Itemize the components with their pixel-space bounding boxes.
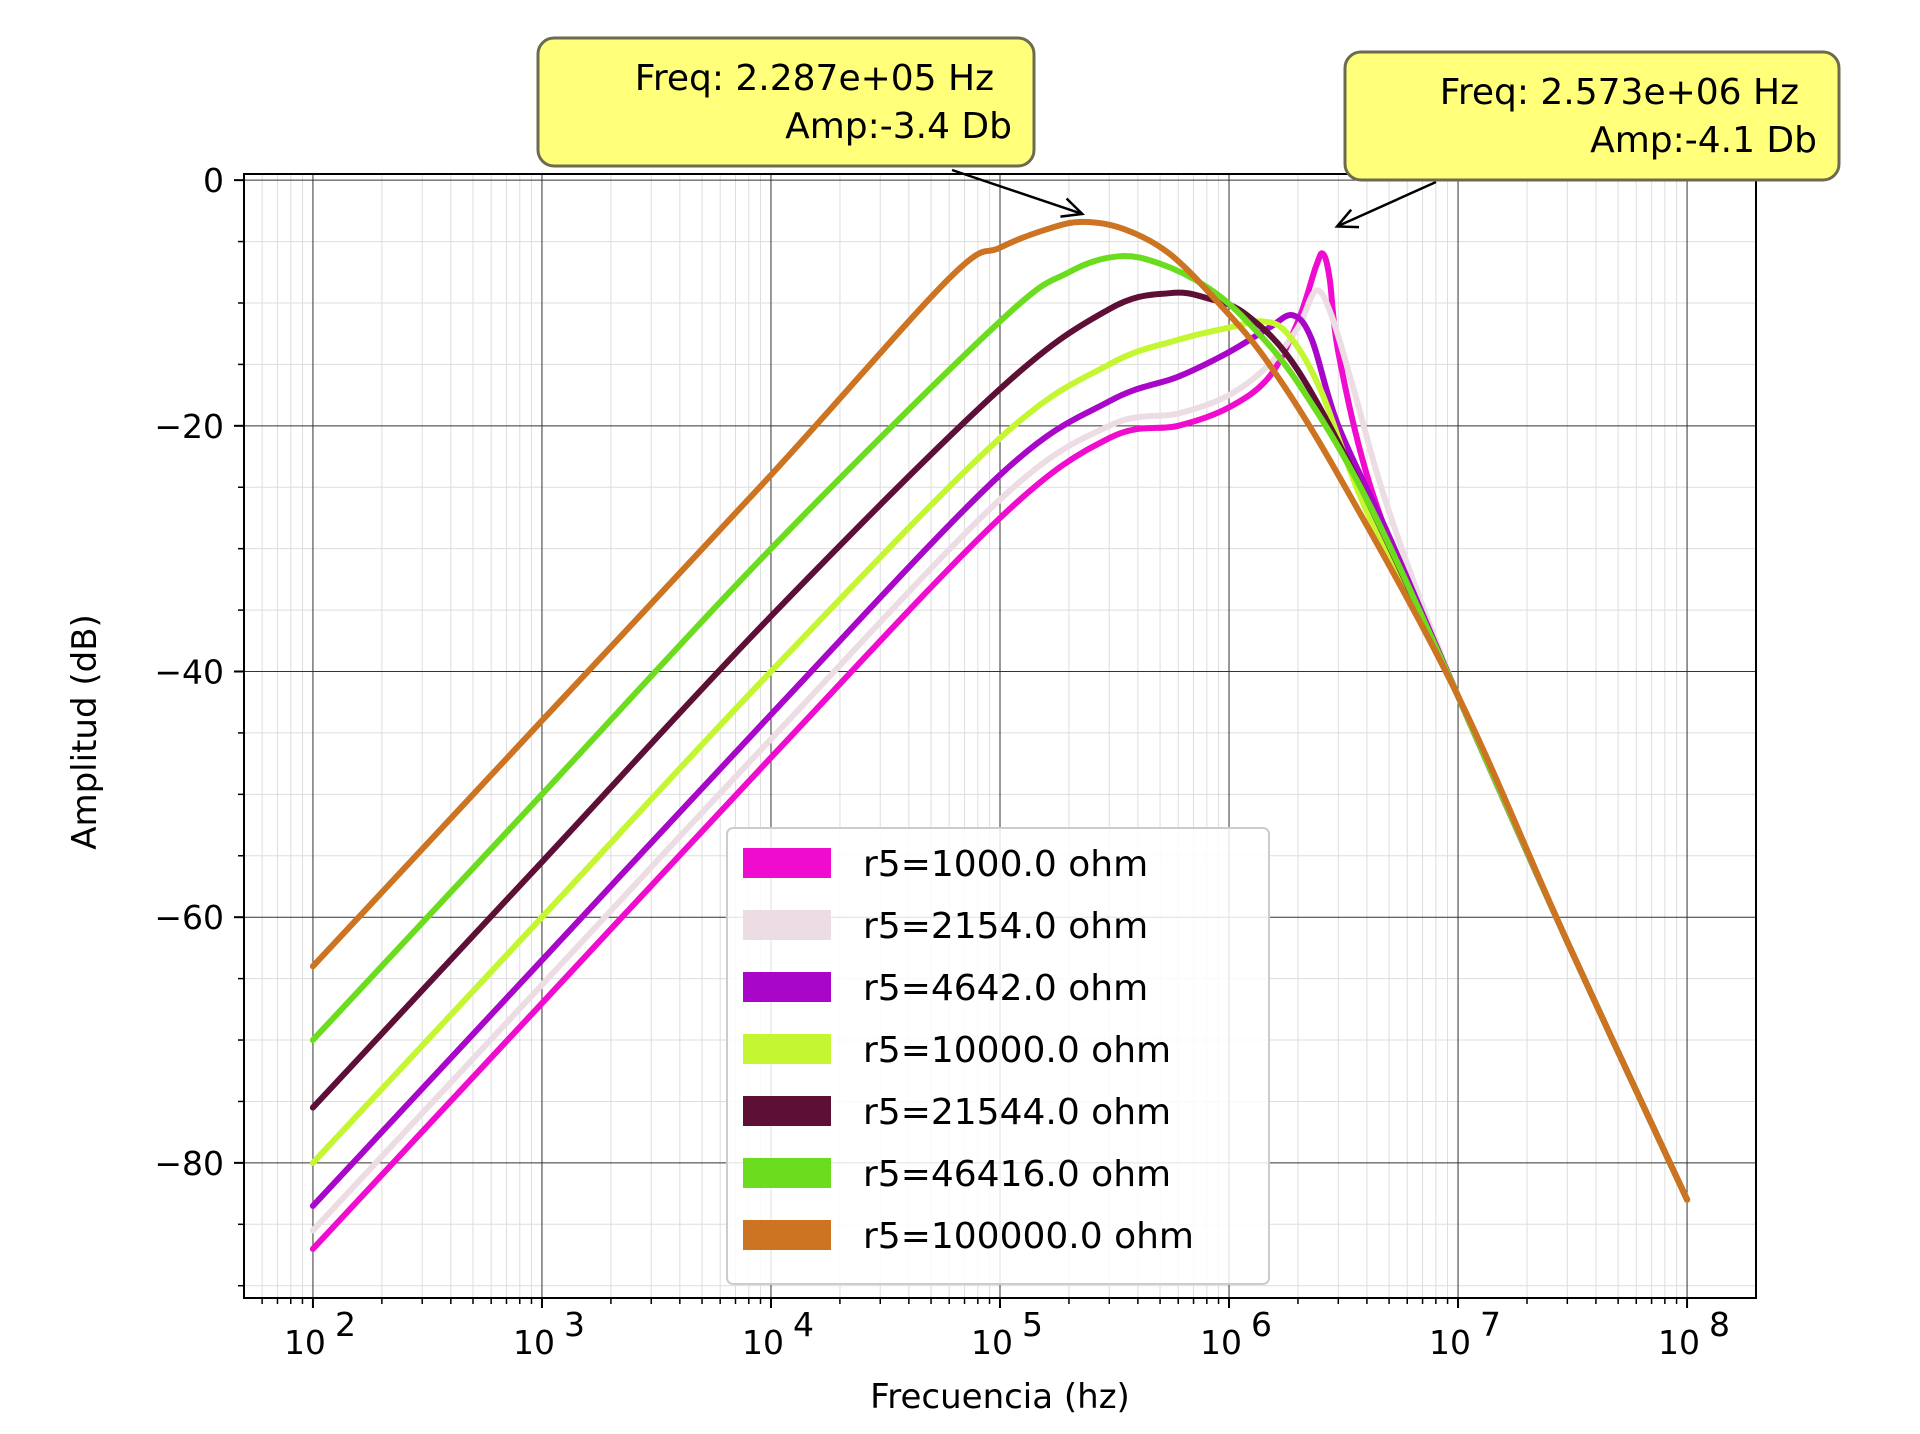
annotation-arrow [1336, 180, 1437, 228]
legend-swatch [743, 848, 831, 878]
legend-swatch [743, 1096, 831, 1126]
x-tick-base: 10 [513, 1323, 555, 1362]
x-tick-exponent: 6 [1251, 1305, 1272, 1344]
annotation-callout-2: Freq: 2.573e+06 Hz Amp:-4.1 Db [1334, 50, 1841, 229]
legend-label: r5=10000.0 ohm [863, 1030, 1171, 1071]
annotation-box [1343, 50, 1841, 182]
legend-label: r5=100000.0 ohm [863, 1216, 1194, 1257]
x-tick-label: 10 6 [1200, 1305, 1272, 1362]
series-lines [309, 218, 1691, 1252]
legend-label: r5=2154.0 ohm [863, 906, 1148, 947]
annotation-amp-text: Amp:-4.1 Db [1590, 120, 1817, 161]
x-tick-label: 10 5 [971, 1305, 1043, 1362]
y-tick-label: −60 [154, 898, 224, 937]
x-tick-label: 10 3 [513, 1305, 585, 1362]
x-tick-label: 10 8 [1658, 1305, 1730, 1362]
annotation-callout-1: Freq: 2.287e+05 Hz Amp:-3.4 Db [536, 36, 1086, 218]
annotation-freq-text: Freq: 2.287e+05 Hz [635, 58, 994, 99]
annotation-box [536, 36, 1036, 168]
series-line-7 [309, 218, 1691, 1203]
axis-ticks [234, 179, 1689, 1308]
x-tick-exponent: 4 [793, 1305, 814, 1344]
x-tick-exponent: 8 [1709, 1305, 1730, 1344]
legend-box [726, 827, 1270, 1285]
x-tick-exponent: 3 [564, 1305, 585, 1344]
y-tick-label: 0 [203, 161, 224, 200]
x-tick-label: 10 4 [742, 1305, 814, 1362]
x-tick-base: 10 [1200, 1323, 1242, 1362]
y-tick-label: −20 [154, 407, 224, 446]
legend-label: r5=1000.0 ohm [863, 844, 1148, 885]
x-tick-base: 10 [284, 1323, 326, 1362]
legend-swatch [743, 910, 831, 940]
x-tick-base: 10 [1429, 1323, 1471, 1362]
x-tick-base: 10 [742, 1323, 784, 1362]
annotation-amp-text: Amp:-3.4 Db [785, 106, 1012, 147]
x-tick-base: 10 [1658, 1323, 1700, 1362]
legend: r5=1000.0 ohm r5=2154.0 ohm r5=4642.0 ohm r… [726, 827, 1270, 1285]
annotation-arrowhead [1334, 208, 1360, 229]
annotations: Freq: 2.287e+05 Hz Amp:-3.4 Db Freq: 2.573… [536, 36, 1841, 229]
legend-swatch [743, 972, 831, 1002]
annotation-arrowhead [1060, 197, 1086, 218]
legend-label: r5=21544.0 ohm [863, 1092, 1171, 1133]
x-tick-label: 10 7 [1429, 1305, 1501, 1362]
x-tick-exponent: 2 [335, 1305, 356, 1344]
x-tick-exponent: 7 [1480, 1305, 1501, 1344]
legend-swatch [743, 1034, 831, 1064]
y-tick-label: −40 [154, 653, 224, 692]
y-tick-label: −80 [154, 1144, 224, 1183]
x-tick-labels: 10 2 10 3 10 4 10 5 10 6 10 7 10 8 [284, 1305, 1730, 1362]
y-tick-labels: 0 −20 −40 −60 −80 [154, 161, 224, 1183]
x-tick-base: 10 [971, 1323, 1013, 1362]
x-tick-label: 10 2 [284, 1305, 356, 1362]
annotation-freq-text: Freq: 2.573e+06 Hz [1440, 72, 1799, 113]
y-axis-label: Amplitud (dB) [65, 614, 105, 850]
legend-label: r5=46416.0 ohm [863, 1154, 1171, 1195]
annotation-arrow [951, 168, 1083, 216]
legend-swatch [743, 1158, 831, 1188]
legend-swatch [743, 1220, 831, 1250]
x-axis-label: Frecuencia (hz) [870, 1377, 1130, 1417]
x-tick-exponent: 5 [1022, 1305, 1043, 1344]
legend-label: r5=4642.0 ohm [863, 968, 1148, 1009]
